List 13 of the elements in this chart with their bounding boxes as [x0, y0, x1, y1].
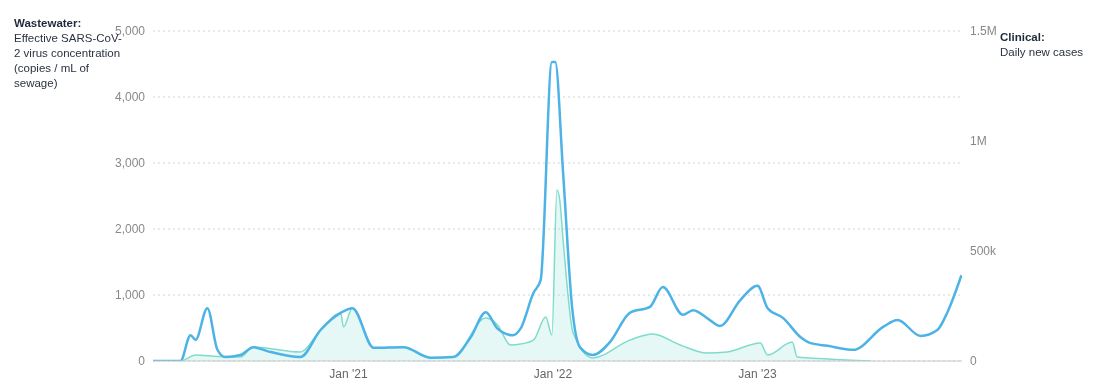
y-tick-label: 1,000: [114, 288, 146, 303]
y2-tick-label: 0: [970, 354, 977, 369]
y-tick-label: 4,000: [114, 90, 146, 105]
y-tick-label: 3,000: [114, 156, 146, 171]
x-tick-label: Jan '23: [738, 366, 777, 381]
x-tick-label: Jan '21: [329, 366, 369, 381]
y2-tick-label: 500k: [970, 244, 998, 259]
y-tick-label: 0: [138, 354, 146, 369]
y-tick-label: 2,000: [114, 222, 146, 237]
y2-tick-label: 1.5M: [970, 24, 997, 39]
y2-tick-label: 1M: [970, 134, 987, 149]
y2-axis-title: Clinical: Daily new cases: [1000, 30, 1085, 60]
x-tick-label: Jan '22: [533, 366, 573, 381]
